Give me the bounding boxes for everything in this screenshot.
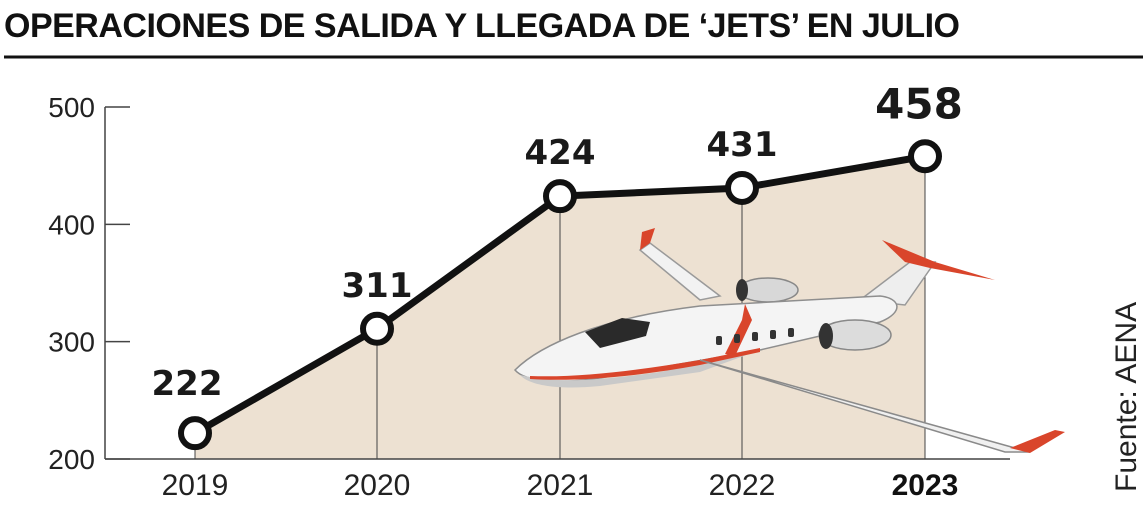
data-point [908,139,942,174]
data-label: 222 [152,364,223,404]
data-label: 458 [875,79,963,128]
data-point [178,416,212,451]
y-tick-label: 300 [48,327,95,358]
data-point [725,170,759,205]
y-tick-label: 500 [48,92,95,123]
source-note: Fuente: AENA [1110,302,1143,492]
chart-title: OPERACIONES DE SALIDA Y LLEGADA DE ‘JETS… [4,7,960,45]
data-label: 431 [707,125,778,165]
x-tick-label: 2019 [162,469,229,502]
x-tick-label: 2023 [892,469,959,502]
data-point [543,179,577,214]
x-tick-label: 2020 [344,469,411,502]
data-label: 311 [342,266,413,306]
business-jet-illustration [513,228,1065,453]
y-tick-label: 400 [48,209,95,240]
x-tick-label: 2022 [709,469,776,502]
data-label: 424 [525,133,596,173]
data-point [360,311,394,346]
plot-area: 200 300 400 500 2019 2020 2021 2022 2023 [48,92,1010,502]
series-layer: 222 311 424 431 458 [152,79,963,451]
x-tick-label: 2021 [527,469,594,502]
y-tick-label: 200 [48,444,95,475]
